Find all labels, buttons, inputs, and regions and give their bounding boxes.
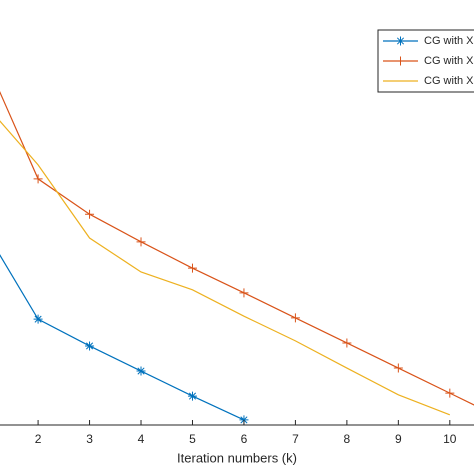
x-tick-label: 2: [35, 432, 42, 446]
marker: [239, 288, 249, 298]
x-tick-label: 5: [189, 432, 196, 446]
legend-marker: [396, 56, 405, 66]
marker: [136, 237, 146, 247]
series-line: [0, 120, 451, 416]
marker: [393, 363, 403, 373]
marker: [85, 209, 95, 219]
marker: [33, 314, 43, 324]
x-tick-label: 8: [344, 432, 351, 446]
marker: [187, 391, 197, 401]
legend-label: CG with X₀: [424, 55, 474, 67]
series-line: [0, 254, 245, 421]
marker: [290, 313, 300, 323]
marker: [445, 388, 455, 398]
x-tick-label: 4: [138, 432, 145, 446]
legend-label: CG with X₀: [424, 75, 474, 87]
marker: [85, 341, 95, 351]
marker: [136, 366, 146, 376]
plot: [0, 90, 474, 425]
legend-marker: [396, 36, 405, 46]
legend-label: CG with X₀: [424, 35, 474, 47]
x-tick-label: 7: [292, 432, 299, 446]
x-tick-label: 3: [86, 432, 93, 446]
marker: [342, 338, 352, 348]
marker: [239, 415, 249, 425]
x-tick-label: 9: [395, 432, 402, 446]
marker: [33, 174, 43, 184]
x-tick-label: 6: [241, 432, 248, 446]
marker: [187, 263, 197, 273]
x-axis-label: Iteration numbers (k): [177, 450, 297, 465]
x-tick-label: 10: [443, 432, 457, 446]
